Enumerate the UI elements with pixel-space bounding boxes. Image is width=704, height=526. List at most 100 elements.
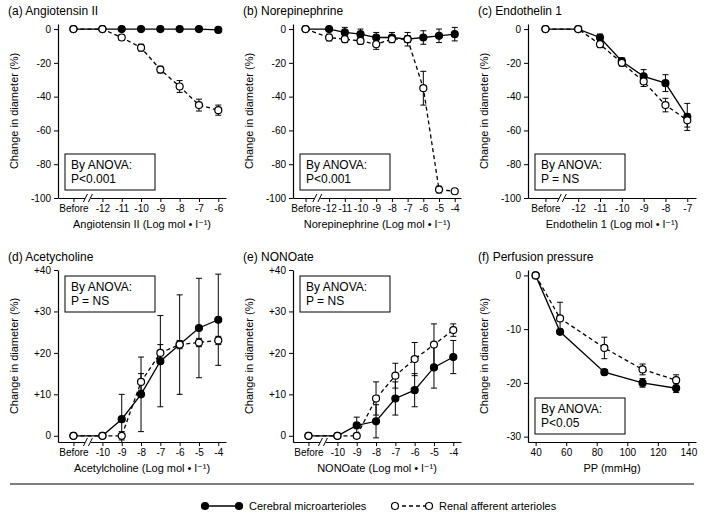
error-bar	[196, 99, 202, 111]
y-axis-line	[528, 25, 529, 199]
marker	[373, 418, 380, 425]
y-axis-title: Change in diameter (%)	[478, 53, 490, 169]
y-axis-title: Change in diameter (%)	[8, 53, 20, 169]
marker	[305, 432, 312, 439]
y-axis-tick: +10	[269, 389, 293, 400]
x-axis-tick-label: -7	[404, 203, 413, 214]
y-axis-tick-label: +10	[269, 389, 286, 400]
x-axis-tick-label: 140	[681, 447, 698, 458]
error-bar-cap	[196, 278, 202, 279]
y-axis-tick: -100	[266, 193, 293, 204]
y-axis: 0-20-40-60-80-100	[501, 24, 529, 204]
error-bar-cap	[431, 365, 437, 366]
marker	[138, 378, 145, 385]
error-bar-cap	[641, 69, 647, 70]
y-axis-tick: -20	[507, 378, 528, 389]
x-axis-tick-label: Before	[59, 203, 89, 214]
error-bar-cap	[684, 130, 690, 131]
error-bar	[405, 36, 411, 43]
x-axis-tick: -9	[118, 442, 127, 458]
error-bar-cap	[389, 32, 395, 33]
x-axis-tick: -8	[372, 442, 381, 458]
error-bar-cap	[420, 44, 426, 45]
y-axis-tick: -20	[272, 58, 293, 69]
error-bar-cap	[157, 344, 163, 345]
error-bar-cap	[420, 105, 426, 106]
error-bar	[196, 338, 202, 346]
error-bar-cap	[138, 373, 144, 374]
marker	[420, 85, 427, 92]
annotation-frame	[535, 398, 625, 434]
x-axis-tick-label: -6	[214, 203, 223, 214]
error-bar-cap	[450, 323, 456, 324]
x-axis-tick: -7	[156, 442, 165, 458]
y-axis-tick: 0	[45, 430, 58, 441]
x-axis-line	[59, 198, 227, 199]
axis-break	[83, 438, 92, 446]
y-axis-tick-mark	[524, 437, 528, 438]
y-axis-tick: 0	[515, 24, 528, 35]
legend-marker	[202, 503, 209, 510]
error-bar-cap	[601, 358, 607, 359]
x-axis-tick: -10	[615, 198, 630, 214]
legend-item: Cerebral microarterioles	[202, 500, 367, 512]
error-bar-cap	[177, 80, 183, 81]
x-axis-tick: -9	[372, 198, 381, 214]
y-axis: 0-10-20-30	[507, 270, 529, 442]
annotation-frame	[300, 154, 390, 190]
x-axis-tick-label: 60	[561, 447, 573, 458]
x-axis-tick: -11	[115, 198, 129, 214]
error-bar-cap	[420, 30, 426, 31]
marker	[118, 34, 125, 41]
y-axis-tick-mark	[524, 164, 528, 165]
error-bar-cap	[684, 127, 690, 128]
y-axis-tick-mark	[524, 275, 528, 276]
legend-marker	[426, 503, 433, 510]
plot-area	[305, 324, 457, 439]
series-line	[545, 29, 687, 120]
marker	[557, 315, 564, 322]
y-axis-tick-label: +20	[34, 348, 51, 359]
marker	[392, 395, 399, 402]
axis-break-mark	[83, 194, 87, 202]
marker	[684, 117, 691, 124]
panel-title: (e) NONOate	[243, 250, 314, 264]
marker	[70, 26, 77, 33]
marker	[176, 341, 183, 348]
y-axis-tick: +30	[34, 306, 58, 317]
x-axis-title: Endothelin 1 (Log mol • l⁻¹)	[546, 218, 679, 230]
marker	[157, 349, 164, 356]
x-axis-tick-label: -10	[354, 203, 369, 214]
y-axis-tick: -60	[37, 125, 58, 136]
x-axis-line	[294, 442, 462, 443]
x-axis-tick-label: -9	[156, 203, 165, 214]
marker	[118, 26, 125, 33]
x-axis-tick: -8	[137, 442, 146, 458]
series-line	[73, 29, 218, 110]
error-bar-cap	[412, 406, 418, 407]
error-bar-cap	[138, 390, 144, 391]
marker	[302, 26, 309, 33]
x-axis-tick-mark	[141, 198, 142, 202]
y-axis-tick-label: -40	[37, 91, 52, 102]
series-line	[545, 29, 687, 117]
y-axis-tick: +40	[269, 265, 293, 276]
x-axis-tick: 120	[650, 442, 667, 458]
axis-break	[313, 194, 322, 202]
error-bar-cap	[373, 437, 379, 438]
error-bar	[373, 39, 379, 49]
error-bar-cap	[673, 374, 679, 375]
y-axis-line	[528, 271, 529, 443]
y-axis-tick-label: -10	[507, 324, 522, 335]
chart-container: (a) Angiotensin IIBefore-12-11-10-9-8-7-…	[0, 0, 704, 526]
x-axis-tick-mark	[102, 198, 103, 202]
x-axis: Before-12-11-10-9-8-7	[529, 198, 697, 214]
x-axis-tick: 60	[561, 442, 573, 458]
plot-area	[542, 26, 691, 131]
y-axis-tick: +10	[34, 389, 58, 400]
x-axis-tick-mark	[376, 198, 377, 202]
x-axis-tick-label: 80	[592, 447, 604, 458]
x-axis-tick: -4	[214, 442, 223, 458]
x-axis-tick-mark	[545, 198, 546, 202]
error-bar	[436, 29, 442, 43]
